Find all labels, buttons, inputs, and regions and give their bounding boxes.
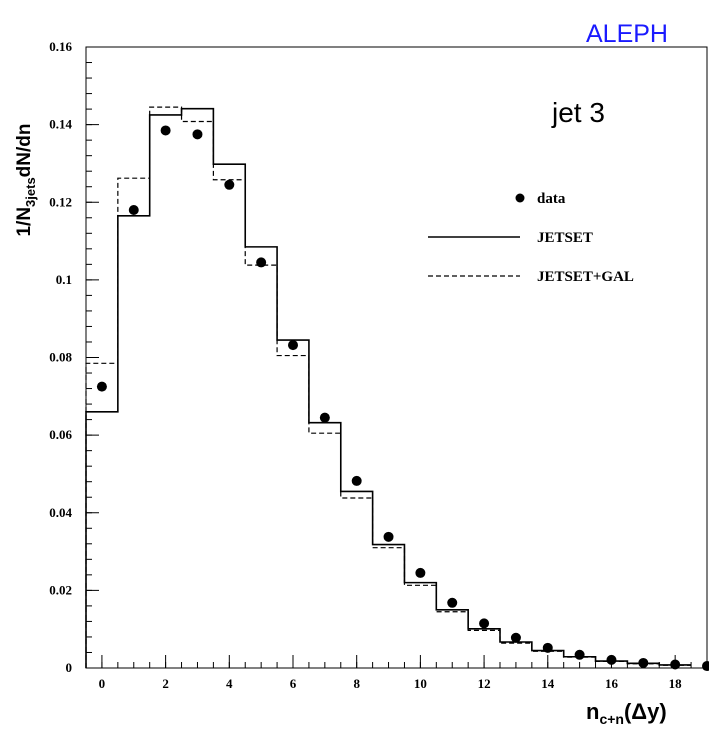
x-tick-label: 10 <box>414 676 427 691</box>
data-point <box>128 205 139 216</box>
data-point <box>319 412 330 423</box>
data-point <box>510 632 521 643</box>
data-point <box>224 179 235 190</box>
data-point <box>96 381 107 392</box>
data-point <box>383 531 394 542</box>
x-tick-label: 6 <box>290 676 297 691</box>
y-axis-label: 1/N3jetsdN/dn <box>14 123 38 236</box>
y-tick-label: 0 <box>66 660 73 675</box>
y-tick-label: 0.02 <box>49 582 72 597</box>
y-tick-label: 0.16 <box>49 39 72 54</box>
y-tick-label: 0.08 <box>49 350 72 365</box>
y-tick-label: 0.14 <box>49 117 72 132</box>
y-tick-label: 0.06 <box>49 427 72 442</box>
x-tick-label: 18 <box>669 676 683 691</box>
y-tick-label: 0.04 <box>49 505 72 520</box>
axes-layer <box>85 46 708 669</box>
data-point <box>702 661 709 672</box>
x-tick-label: 14 <box>541 676 555 691</box>
x-axis-label: nc+n(Δy) <box>586 699 667 727</box>
data-point <box>192 129 203 140</box>
legend-label-2: JETSET+GAL <box>537 269 634 285</box>
aleph-brand-label: ALEPH <box>586 20 668 48</box>
data-point <box>415 567 426 578</box>
data-point <box>351 475 362 486</box>
x-tick-label: 0 <box>99 676 106 691</box>
data-point <box>256 257 267 268</box>
y-tick-label: 0.1 <box>56 272 72 287</box>
legend: data JETSET JETSET+GAL <box>428 191 634 285</box>
series-jetset-gal <box>85 106 692 668</box>
data-point <box>574 649 585 660</box>
data-point <box>542 642 553 653</box>
y-tick-label: 0.12 <box>49 194 72 209</box>
data-point <box>479 618 490 629</box>
series-layer <box>85 106 709 672</box>
legend-label-0: data <box>537 191 566 207</box>
x-tick-label: 16 <box>605 676 619 691</box>
legend-marker-0 <box>515 193 525 203</box>
data-point <box>160 125 171 136</box>
data-point <box>447 597 458 608</box>
x-tick-label: 12 <box>478 676 491 691</box>
labels-layer: 0 0.02 0.04 0.06 0.08 0.1 0.12 0.14 0.16 0 2 4 6 8 10 1… <box>14 39 682 727</box>
jet-annotation: jet 3 <box>551 97 605 128</box>
x-tick-label: 4 <box>226 676 233 691</box>
data-point <box>288 340 298 351</box>
legend-label-1: JETSET <box>537 230 593 246</box>
plot-frame <box>85 46 708 669</box>
series-jetset <box>85 107 692 668</box>
x-tick-label: 8 <box>353 676 360 691</box>
x-tick-label: 2 <box>162 676 169 691</box>
